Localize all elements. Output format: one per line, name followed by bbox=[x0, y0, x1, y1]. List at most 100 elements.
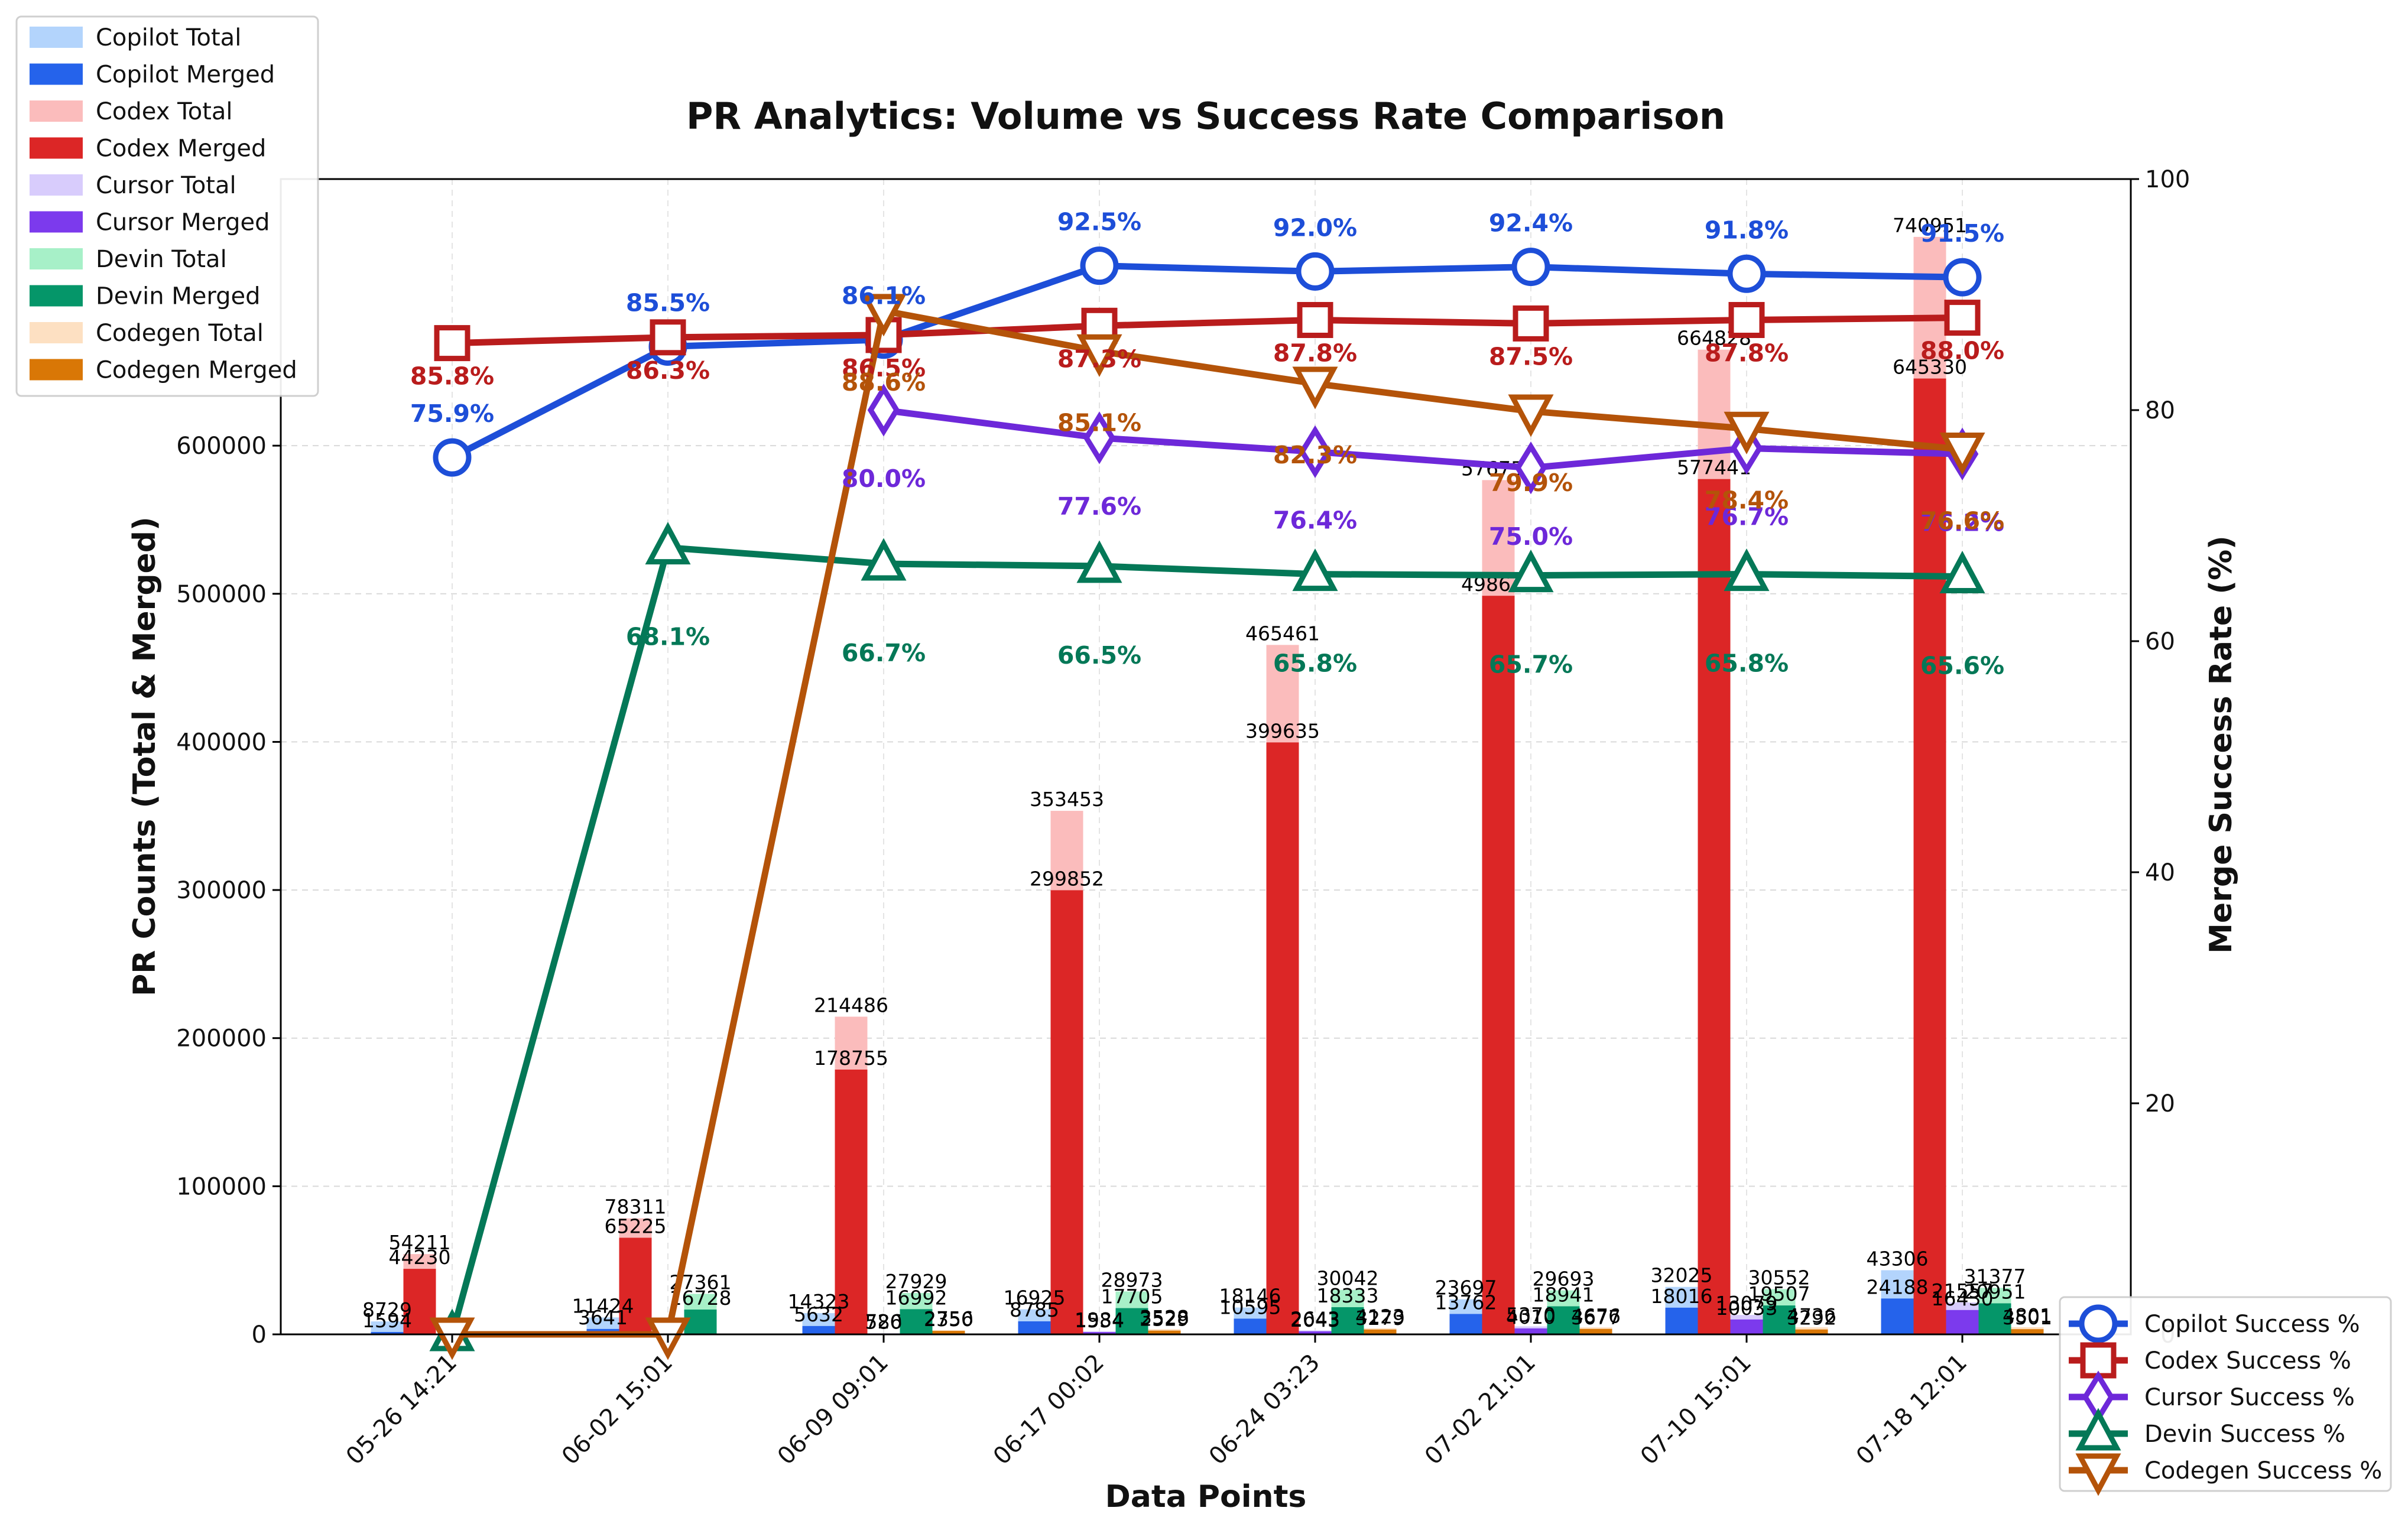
success-rate-label: 65.6% bbox=[1920, 652, 2004, 680]
legend-label: Devin Success % bbox=[2144, 1421, 2345, 1448]
bar-value-label: 18941 bbox=[1533, 1284, 1595, 1307]
y-tick-label: 500000 bbox=[176, 581, 267, 608]
bar-copilot-merged bbox=[802, 1325, 835, 1334]
bar-value-label: 3279 bbox=[1355, 1307, 1405, 1330]
bar-devin-merged bbox=[1978, 1303, 2011, 1334]
bar-value-label: 3501 bbox=[2003, 1306, 2052, 1329]
point-triangle-down bbox=[1076, 334, 1122, 377]
bar-value-label: 2643 bbox=[1290, 1307, 1340, 1330]
point-diamond bbox=[1083, 411, 1116, 464]
bar-copilot-merged bbox=[1234, 1318, 1267, 1334]
bar-value-label: 645330 bbox=[1893, 356, 1967, 379]
legend-marker bbox=[2075, 1453, 2121, 1496]
bar-value-label: 28973 bbox=[1101, 1268, 1163, 1291]
success-rate-label: 85.1% bbox=[1057, 408, 1141, 437]
bar-codegen-merged bbox=[932, 1331, 965, 1334]
legend-swatch bbox=[30, 211, 83, 233]
bar-value-label: 2756 bbox=[924, 1307, 973, 1330]
point-square bbox=[1297, 302, 1333, 339]
bar-devin-merged bbox=[1547, 1306, 1580, 1334]
bar-value-label: 2043 bbox=[1290, 1308, 1340, 1331]
bar-cursor-merged bbox=[1514, 1328, 1547, 1334]
point-circle bbox=[1727, 254, 1766, 293]
chart-title: PR Analytics: Volume vs Success Rate Com… bbox=[686, 95, 1725, 138]
success-rate-label: 75.0% bbox=[1489, 522, 1573, 551]
bar-value-label: 4801 bbox=[2003, 1304, 2052, 1327]
bar-value-label: 17705 bbox=[1101, 1285, 1163, 1308]
point-triangle-up bbox=[861, 538, 907, 581]
x-axis-label: Data Points bbox=[1105, 1479, 1307, 1515]
y-tick-label: 400000 bbox=[176, 729, 267, 756]
bar-codex-merged bbox=[403, 1269, 436, 1334]
success-rate-label: 68.1% bbox=[626, 623, 710, 651]
y2-axis-label: Merge Success Rate (%) bbox=[2203, 535, 2239, 954]
point-circle bbox=[1511, 248, 1550, 287]
success-rate-label: 75.9% bbox=[410, 399, 494, 428]
legend-swatch bbox=[30, 137, 83, 159]
bar-value-label: 399635 bbox=[1245, 719, 1320, 742]
success-rate-label: 80.0% bbox=[842, 464, 926, 493]
point-triangle-down bbox=[1292, 366, 1338, 410]
success-rate-label: 87.5% bbox=[1489, 342, 1573, 371]
bar-value-label: 23697 bbox=[1435, 1276, 1497, 1299]
y-tick-label: 300000 bbox=[176, 877, 267, 904]
legend-label: Devin Merged bbox=[96, 283, 261, 310]
bar-value-label: 14323 bbox=[788, 1290, 850, 1313]
point-triangle-down bbox=[1724, 411, 1770, 454]
y2-tick-label: 60 bbox=[2145, 628, 2175, 655]
bar-value-label: 178755 bbox=[814, 1047, 888, 1070]
y-tick-label: 100000 bbox=[176, 1173, 267, 1200]
point-triangle-up bbox=[645, 522, 691, 565]
point-square bbox=[1944, 300, 1981, 336]
success-rate-label: 76.4% bbox=[1273, 506, 1357, 534]
point-triangle-up bbox=[1076, 540, 1122, 583]
point-circle bbox=[433, 438, 472, 477]
legend-label: Copilot Total bbox=[96, 24, 241, 51]
bar-value-label: 30552 bbox=[1748, 1266, 1810, 1289]
bar-devin-merged bbox=[1331, 1307, 1364, 1334]
line-copilot-success- bbox=[450, 262, 1963, 461]
line-series-group bbox=[429, 246, 1985, 1360]
point-triangle-down bbox=[861, 294, 907, 337]
success-rate-label: 65.7% bbox=[1489, 651, 1573, 679]
bar-value-label: 1984 bbox=[1075, 1308, 1124, 1331]
bar-value-label: 299852 bbox=[1030, 867, 1104, 890]
bar-copilot-merged bbox=[1881, 1298, 1914, 1334]
bar-value-label: 13079 bbox=[1716, 1292, 1778, 1315]
y2-tick-label: 40 bbox=[2145, 859, 2175, 886]
bar-devin-merged bbox=[900, 1309, 933, 1334]
bar-value-label: 19507 bbox=[1748, 1282, 1810, 1305]
bar-devin-merged bbox=[684, 1310, 717, 1334]
line-codex-success- bbox=[452, 314, 1963, 347]
bar-codex-merged bbox=[1050, 890, 1083, 1334]
bar-value-label: 16992 bbox=[885, 1286, 947, 1309]
bar-copilot-total bbox=[371, 1321, 404, 1334]
plot-frame bbox=[280, 178, 2132, 1336]
y-tick-label: 600000 bbox=[176, 433, 267, 460]
bar-value-label: 21557 bbox=[1932, 1279, 1994, 1302]
success-rate-label: 87.8% bbox=[1705, 339, 1789, 368]
legend-swatch bbox=[30, 27, 83, 48]
legend-swatch bbox=[30, 248, 83, 269]
bar-value-label: 65225 bbox=[605, 1215, 667, 1238]
bar-value-label: 214486 bbox=[814, 993, 888, 1016]
point-triangle-down bbox=[1939, 432, 1985, 476]
bar-copilot-merged bbox=[371, 1332, 404, 1334]
point-square bbox=[434, 325, 470, 362]
success-rate-label: 85.5% bbox=[626, 288, 710, 317]
bar-value-label: 10595 bbox=[1219, 1295, 1281, 1318]
bar-value-label: 13762 bbox=[1435, 1291, 1497, 1314]
success-rate-label: 91.8% bbox=[1705, 216, 1789, 244]
success-rate-label: 88.0% bbox=[1920, 337, 2004, 365]
bar-value-label: 8729 bbox=[362, 1298, 412, 1321]
bar-value-label: 353453 bbox=[1030, 788, 1104, 811]
bar-series-group bbox=[371, 236, 2044, 1335]
bar-value-label: 32025 bbox=[1651, 1264, 1713, 1287]
bar-value-label: 18146 bbox=[1219, 1285, 1281, 1308]
success-rate-label: 66.7% bbox=[842, 639, 926, 667]
point-triangle-down bbox=[1508, 394, 1554, 437]
legend-marker bbox=[2075, 1408, 2121, 1451]
legend-swatch bbox=[30, 63, 83, 85]
success-rate-label: 77.6% bbox=[1057, 492, 1141, 521]
